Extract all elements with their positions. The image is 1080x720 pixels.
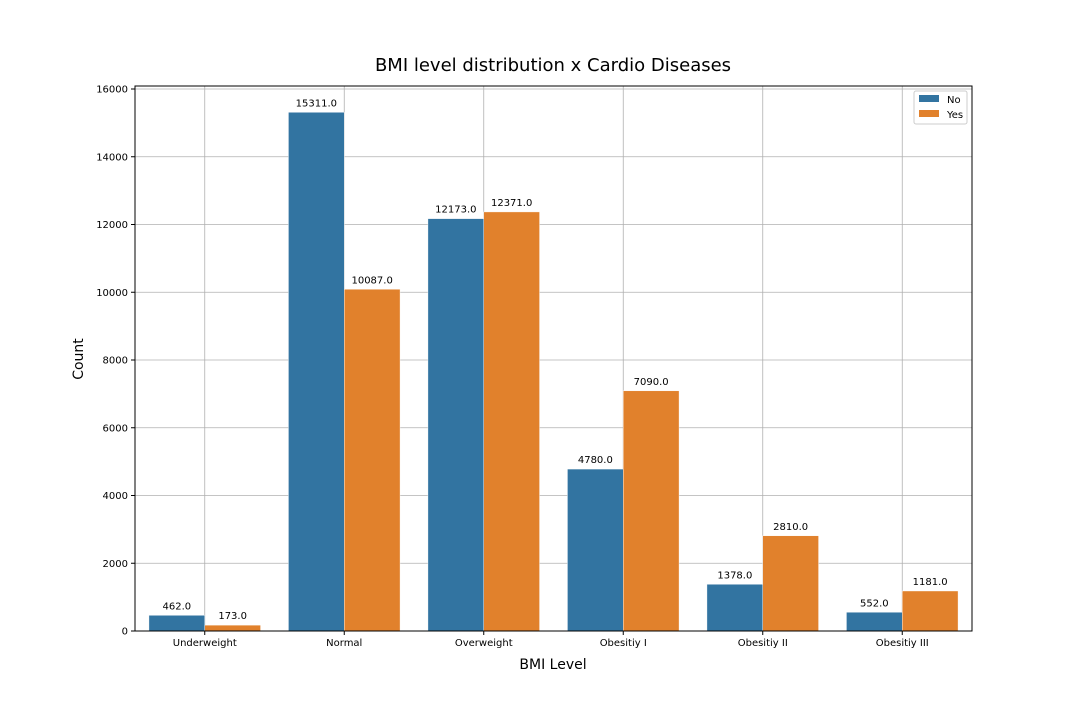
- y-tick-label: 0: [122, 627, 128, 638]
- grid: [135, 86, 972, 632]
- x-tick-label: Obesitiy II: [738, 638, 788, 649]
- data-label: 7090.0: [634, 377, 669, 388]
- y-tick-label: 8000: [103, 356, 128, 367]
- bar-yes-2: [483, 211, 540, 632]
- legend-swatch-yes: [919, 110, 939, 117]
- chart-title: BMI level distribution x Cardio Diseases: [375, 55, 731, 76]
- bar-yes-4: [762, 535, 819, 632]
- y-tick-label: 6000: [103, 423, 128, 434]
- bar-no-0: [148, 615, 205, 632]
- data-label: 15311.0: [296, 98, 337, 109]
- data-label: 173.0: [218, 611, 247, 622]
- y-tick-label: 2000: [103, 559, 128, 570]
- data-label: 462.0: [163, 601, 192, 612]
- bar-yes-1: [344, 289, 401, 632]
- data-labels: 462.0 15311.0 12173.0 4780.0 1378.0 552.0 173.…: [163, 98, 948, 622]
- y-axis-title: Count: [71, 338, 87, 380]
- y-tick-label: 12000: [96, 220, 128, 231]
- bar-no-3: [567, 468, 624, 632]
- bar-no-2: [427, 218, 484, 632]
- x-tick-label: Overweight: [455, 638, 513, 649]
- y-tick-label: 4000: [103, 491, 128, 502]
- data-label: 1378.0: [717, 570, 752, 581]
- data-label: 12173.0: [435, 205, 476, 216]
- x-tick-label: Normal: [326, 638, 362, 649]
- data-label: 1181.0: [913, 577, 948, 588]
- y-tick-label: 14000: [96, 152, 128, 163]
- x-tick-label: Obesitiy III: [876, 638, 929, 649]
- plot-frame: [134, 85, 973, 632]
- legend: No Yes: [913, 90, 968, 125]
- data-label: 4780.0: [578, 455, 613, 466]
- x-tick-label: Obesitiy I: [600, 638, 647, 649]
- data-label: 552.0: [860, 598, 889, 609]
- bar-no-1: [288, 112, 345, 632]
- data-label: 12371.0: [491, 198, 532, 209]
- data-label: 10087.0: [351, 275, 392, 286]
- legend-label-yes: Yes: [946, 110, 963, 121]
- bars: [148, 112, 959, 632]
- x-axis: Underweight Normal Overweight Obesitiy I Obe…: [173, 631, 929, 649]
- y-tick-label: 16000: [96, 85, 128, 96]
- bar-yes-5: [902, 590, 959, 632]
- legend-swatch-no: [919, 95, 939, 102]
- y-tick-label: 10000: [96, 288, 128, 299]
- data-label: 2810.0: [773, 522, 808, 533]
- bar-yes-0: [204, 624, 261, 632]
- bar-no-4: [706, 584, 763, 632]
- x-tick-label: Underweight: [173, 638, 237, 649]
- bar-yes-3: [623, 390, 680, 632]
- bar-no-5: [846, 612, 903, 632]
- x-axis-title: BMI Level: [519, 657, 586, 673]
- legend-label-no: No: [947, 95, 961, 106]
- y-axis: 0 2000 4000 6000 8000 10000 12000 14000 16000: [96, 85, 135, 638]
